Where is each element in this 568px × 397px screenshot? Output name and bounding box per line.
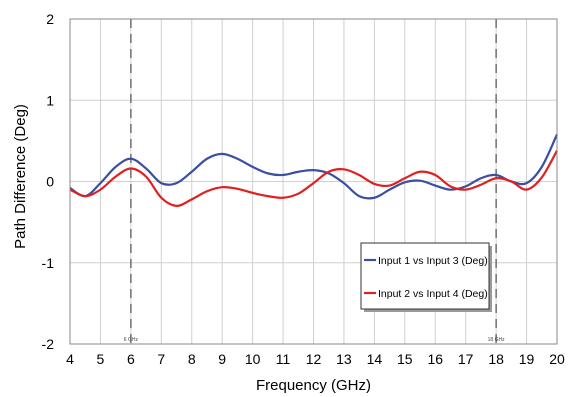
series-lines (69, 133, 558, 207)
x-tick-label: 12 (306, 351, 322, 367)
y-tick-label: -1 (42, 255, 55, 271)
y-tick-label: 0 (46, 174, 54, 190)
x-tick-label: 16 (427, 351, 443, 367)
series-line-1 (69, 133, 558, 200)
series-line-2 (69, 150, 558, 207)
legend: Input 1 vs Input 3 (Deg) Input 2 vs Input… (360, 242, 492, 312)
x-tick-label: 9 (218, 351, 226, 367)
y-tick-label: -2 (42, 336, 55, 352)
frequency-markers: 6 GHz 18 GHz (124, 19, 505, 344)
x-tick-label: 17 (458, 351, 474, 367)
x-tick-label: 7 (157, 351, 165, 367)
x-tick-label: 6 (127, 351, 135, 367)
x-tick-label: 15 (397, 351, 413, 367)
legend-label: Input 1 vs Input 3 (Deg) (378, 255, 488, 267)
legend-label: Input 2 vs Input 4 (Deg) (378, 288, 488, 300)
y-axis-title: Path Difference (Deg) (12, 104, 29, 249)
x-tick-label: 19 (519, 351, 535, 367)
x-tick-label: 8 (188, 351, 196, 367)
y-tick-label: 1 (46, 92, 54, 108)
x-tick-label: 13 (336, 351, 352, 367)
y-tick-label: 2 (46, 11, 54, 27)
x-tick-label: 20 (549, 351, 565, 367)
x-tick-label: 4 (66, 351, 74, 367)
x-tick-label: 11 (276, 351, 291, 367)
x-tick-label: 18 (488, 351, 504, 367)
x-tick-label: 14 (367, 351, 383, 367)
plot-area-border (69, 18, 558, 345)
x-axis-title: Frequency (GHz) (256, 377, 371, 394)
x-tick-labels: 4 5 6 7 8 9 10 11 12 13 14 15 16 17 18 19 20 (66, 351, 565, 367)
x-tick-label: 10 (245, 351, 261, 367)
y-tick-labels: 2 1 0 -1 -2 (42, 11, 55, 352)
marker-label: 6 GHz (124, 337, 139, 343)
legend-box (360, 242, 490, 310)
x-tick-label: 5 (97, 351, 105, 367)
marker-label: 18 GHz (488, 337, 505, 343)
